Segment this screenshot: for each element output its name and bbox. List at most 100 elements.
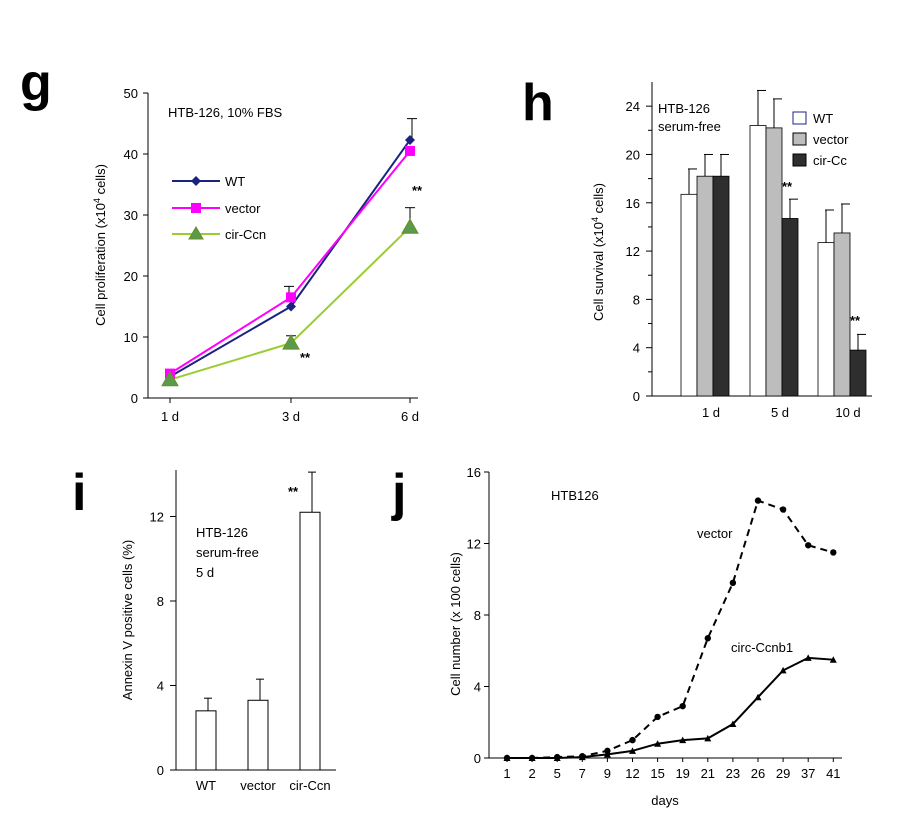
h-x-tick-label: 1 d: [702, 405, 720, 420]
i-bar-vector: [247, 699, 269, 771]
j-x-label: days: [651, 793, 679, 808]
j-point-circ-ccnb1: [804, 654, 812, 661]
j-point-vector: [604, 747, 611, 755]
j-point-vector: [679, 702, 686, 710]
j-x-tick-label: 5: [554, 766, 561, 781]
i-y-tick-label: 8: [157, 594, 164, 609]
j-point-circ-ccnb1: [704, 734, 712, 742]
j-point-vector: [754, 497, 762, 504]
h-title-line-1: HTB-126: [658, 101, 710, 116]
j-x-tick-label: 29: [776, 766, 790, 781]
panel-letter-j: j: [391, 464, 406, 522]
j-x-tick-label: 23: [726, 766, 740, 781]
j-point-circ-ccnb1: [528, 754, 536, 761]
j-x-tick-label: 21: [701, 766, 715, 781]
g-x-tick-label: 3 d: [282, 409, 300, 424]
h-x-tick-label: 5 d: [771, 405, 789, 420]
i-y-label: Annexin V positive cells (%): [120, 540, 135, 700]
g-legend-label: cir-Ccn: [225, 227, 266, 242]
h-bar-wt: [817, 242, 835, 397]
i-y-tick-label: 0: [157, 763, 164, 778]
h-bar-cir-cc: [781, 218, 799, 397]
j-label-vector: vector: [697, 526, 733, 541]
i-bar-wt: [195, 710, 217, 771]
h-legend-label: WT: [813, 111, 833, 126]
panel-h: 0 4 8 12 16 20 24 ** ** 1 d 5 d 10 d HTB-126 seru…: [590, 82, 872, 420]
j-label-circ: circ-Ccnb1: [731, 640, 793, 655]
j-y-tick-label: 0: [474, 751, 481, 766]
g-y-tick-label: 40: [124, 147, 138, 162]
j-series-line-circ-ccnb1: [507, 656, 834, 759]
i-bar-cir-ccn: [299, 511, 321, 771]
j-point-vector: [729, 579, 737, 587]
g-title: HTB-126, 10% FBS: [168, 105, 282, 120]
h-bar-wt: [749, 125, 767, 397]
j-x-tick-label: 9: [604, 766, 611, 781]
h-x-tick-label: 10 d: [835, 405, 860, 420]
j-point-vector: [629, 736, 636, 744]
h-y-tick-label: 16: [626, 196, 640, 211]
j-point-circ-ccnb1: [779, 666, 787, 674]
j-point-circ-ccnb1: [629, 747, 636, 754]
j-point-circ-ccnb1: [829, 656, 837, 663]
h-y-tick-label: 4: [633, 341, 640, 356]
j-series-line-vector: [507, 499, 834, 759]
h-y-label: Cell survival (x104 cells): [590, 183, 606, 321]
g-y-tick-label: 30: [124, 208, 138, 223]
panel-letter-g: g: [20, 54, 52, 112]
j-x-tick-label: 41: [826, 766, 840, 781]
h-legend-label: cir-Cc: [813, 153, 847, 168]
j-x-tick-label: 7: [579, 766, 586, 781]
j-point-circ-ccnb1: [654, 740, 662, 747]
h-bar-vector: [765, 127, 783, 397]
i-title-line-1: HTB-126: [196, 525, 248, 540]
g-point-vector: [286, 292, 296, 303]
j-point-circ-ccnb1: [754, 693, 762, 701]
j-point-vector: [779, 506, 787, 513]
j-point-vector: [654, 713, 661, 721]
j-x-tick-label: 26: [751, 766, 765, 781]
j-point-circ-ccnb1: [553, 754, 561, 761]
i-y-tick-label: 4: [157, 678, 164, 693]
i-significance-cir-ccn: **: [288, 484, 299, 499]
j-point-circ-ccnb1: [729, 720, 737, 728]
j-x-tick-label: 12: [625, 766, 639, 781]
j-point-circ-ccnb1: [578, 753, 586, 761]
g-legend-label: vector: [225, 201, 261, 216]
g-point-wt: [405, 134, 415, 145]
h-y-tick-label: 24: [626, 99, 640, 114]
h-y-tick-label: 20: [626, 147, 640, 162]
panel-letter-h: h: [522, 74, 554, 132]
j-x-tick-label: 15: [650, 766, 664, 781]
j-y-tick-label: 4: [474, 680, 481, 695]
h-legend-swatch-wt: [792, 111, 807, 125]
j-title: HTB126: [551, 488, 599, 503]
g-y-tick-label: 50: [124, 86, 138, 101]
i-x-tick-label: cir-Ccn: [289, 778, 330, 793]
g-legend-marker-cir-ccn: [188, 226, 204, 240]
j-point-circ-ccnb1: [503, 754, 511, 761]
j-x-tick-label: 19: [675, 766, 689, 781]
g-point-cir-ccn: [161, 370, 179, 387]
h-bar-vector: [833, 232, 851, 397]
h-y-tick-label: 8: [633, 292, 640, 307]
g-significance-3d: **: [300, 350, 311, 365]
g-x-tick-label: 1 d: [161, 409, 179, 424]
h-bar-vector: [696, 175, 714, 397]
h-legend-swatch-cir-cc: [792, 153, 807, 167]
j-point-vector: [805, 542, 812, 549]
j-point-circ-ccnb1: [603, 750, 611, 758]
j-x-tick-label: 1: [503, 766, 510, 781]
j-point-vector: [830, 549, 837, 556]
panel-g: 0 10 20 30 40 50 1 d 3 d 6 d ** ** HTB-126, 10% …: [92, 86, 423, 424]
h-y-tick-label: 0: [633, 389, 640, 404]
h-title-line-2: serum-free: [658, 119, 721, 134]
g-legend-marker-vector: [191, 203, 201, 213]
i-x-tick-label: vector: [240, 778, 276, 793]
g-y-label: Cell proliferation (x104 cells): [92, 164, 108, 326]
h-legend-label: vector: [813, 132, 849, 147]
j-x-tick-label: 2: [528, 766, 535, 781]
j-y-tick-label: 16: [467, 465, 481, 480]
